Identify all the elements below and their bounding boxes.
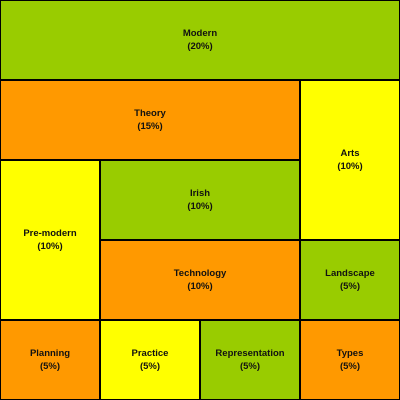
tile-landscape: Landscape (5%) [301, 241, 399, 319]
tile-pre-modern: Pre-modern (10%) [1, 161, 99, 319]
tile-value-label: (5%) [339, 281, 361, 292]
tile-label: Arts [340, 148, 360, 159]
tile-value-label: (5%) [139, 361, 161, 372]
tile-value-label: (10%) [187, 201, 213, 212]
tile-value-label: (10%) [187, 281, 213, 292]
tile-value-label: (10%) [337, 161, 363, 172]
tile-label: Modern [182, 28, 218, 39]
tile-value-label: (20%) [187, 41, 213, 52]
tile-label: Planning [29, 348, 71, 359]
tile-label: Landscape [325, 268, 375, 279]
tile-practice: Practice (5%) [101, 321, 199, 399]
tile-value-label: (15%) [137, 121, 163, 132]
tile-value-label: (5%) [339, 361, 361, 372]
tile-arts: Arts (10%) [301, 81, 399, 239]
tile-value-label: (5%) [39, 361, 61, 372]
tile-value-label: (10%) [37, 241, 63, 252]
tile-label: Technology [173, 268, 227, 279]
tile-label: Types [336, 348, 364, 359]
tile-technology: Technology (10%) [101, 241, 299, 319]
tile-planning: Planning (5%) [1, 321, 99, 399]
tile-value-label: (5%) [239, 361, 261, 372]
tile-label: Practice [131, 348, 169, 359]
tile-label: Pre-modern [23, 228, 77, 239]
tile-types: Types (5%) [301, 321, 399, 399]
tile-label: Representation [215, 348, 285, 359]
tile-representation: Representation (5%) [201, 321, 299, 399]
tile-irish: Irish (10%) [101, 161, 299, 239]
tile-modern: Modern (20%) [1, 1, 399, 79]
tile-label: Irish [189, 188, 211, 199]
tile-theory: Theory (15%) [1, 81, 299, 159]
tile-label: Theory [134, 108, 166, 119]
